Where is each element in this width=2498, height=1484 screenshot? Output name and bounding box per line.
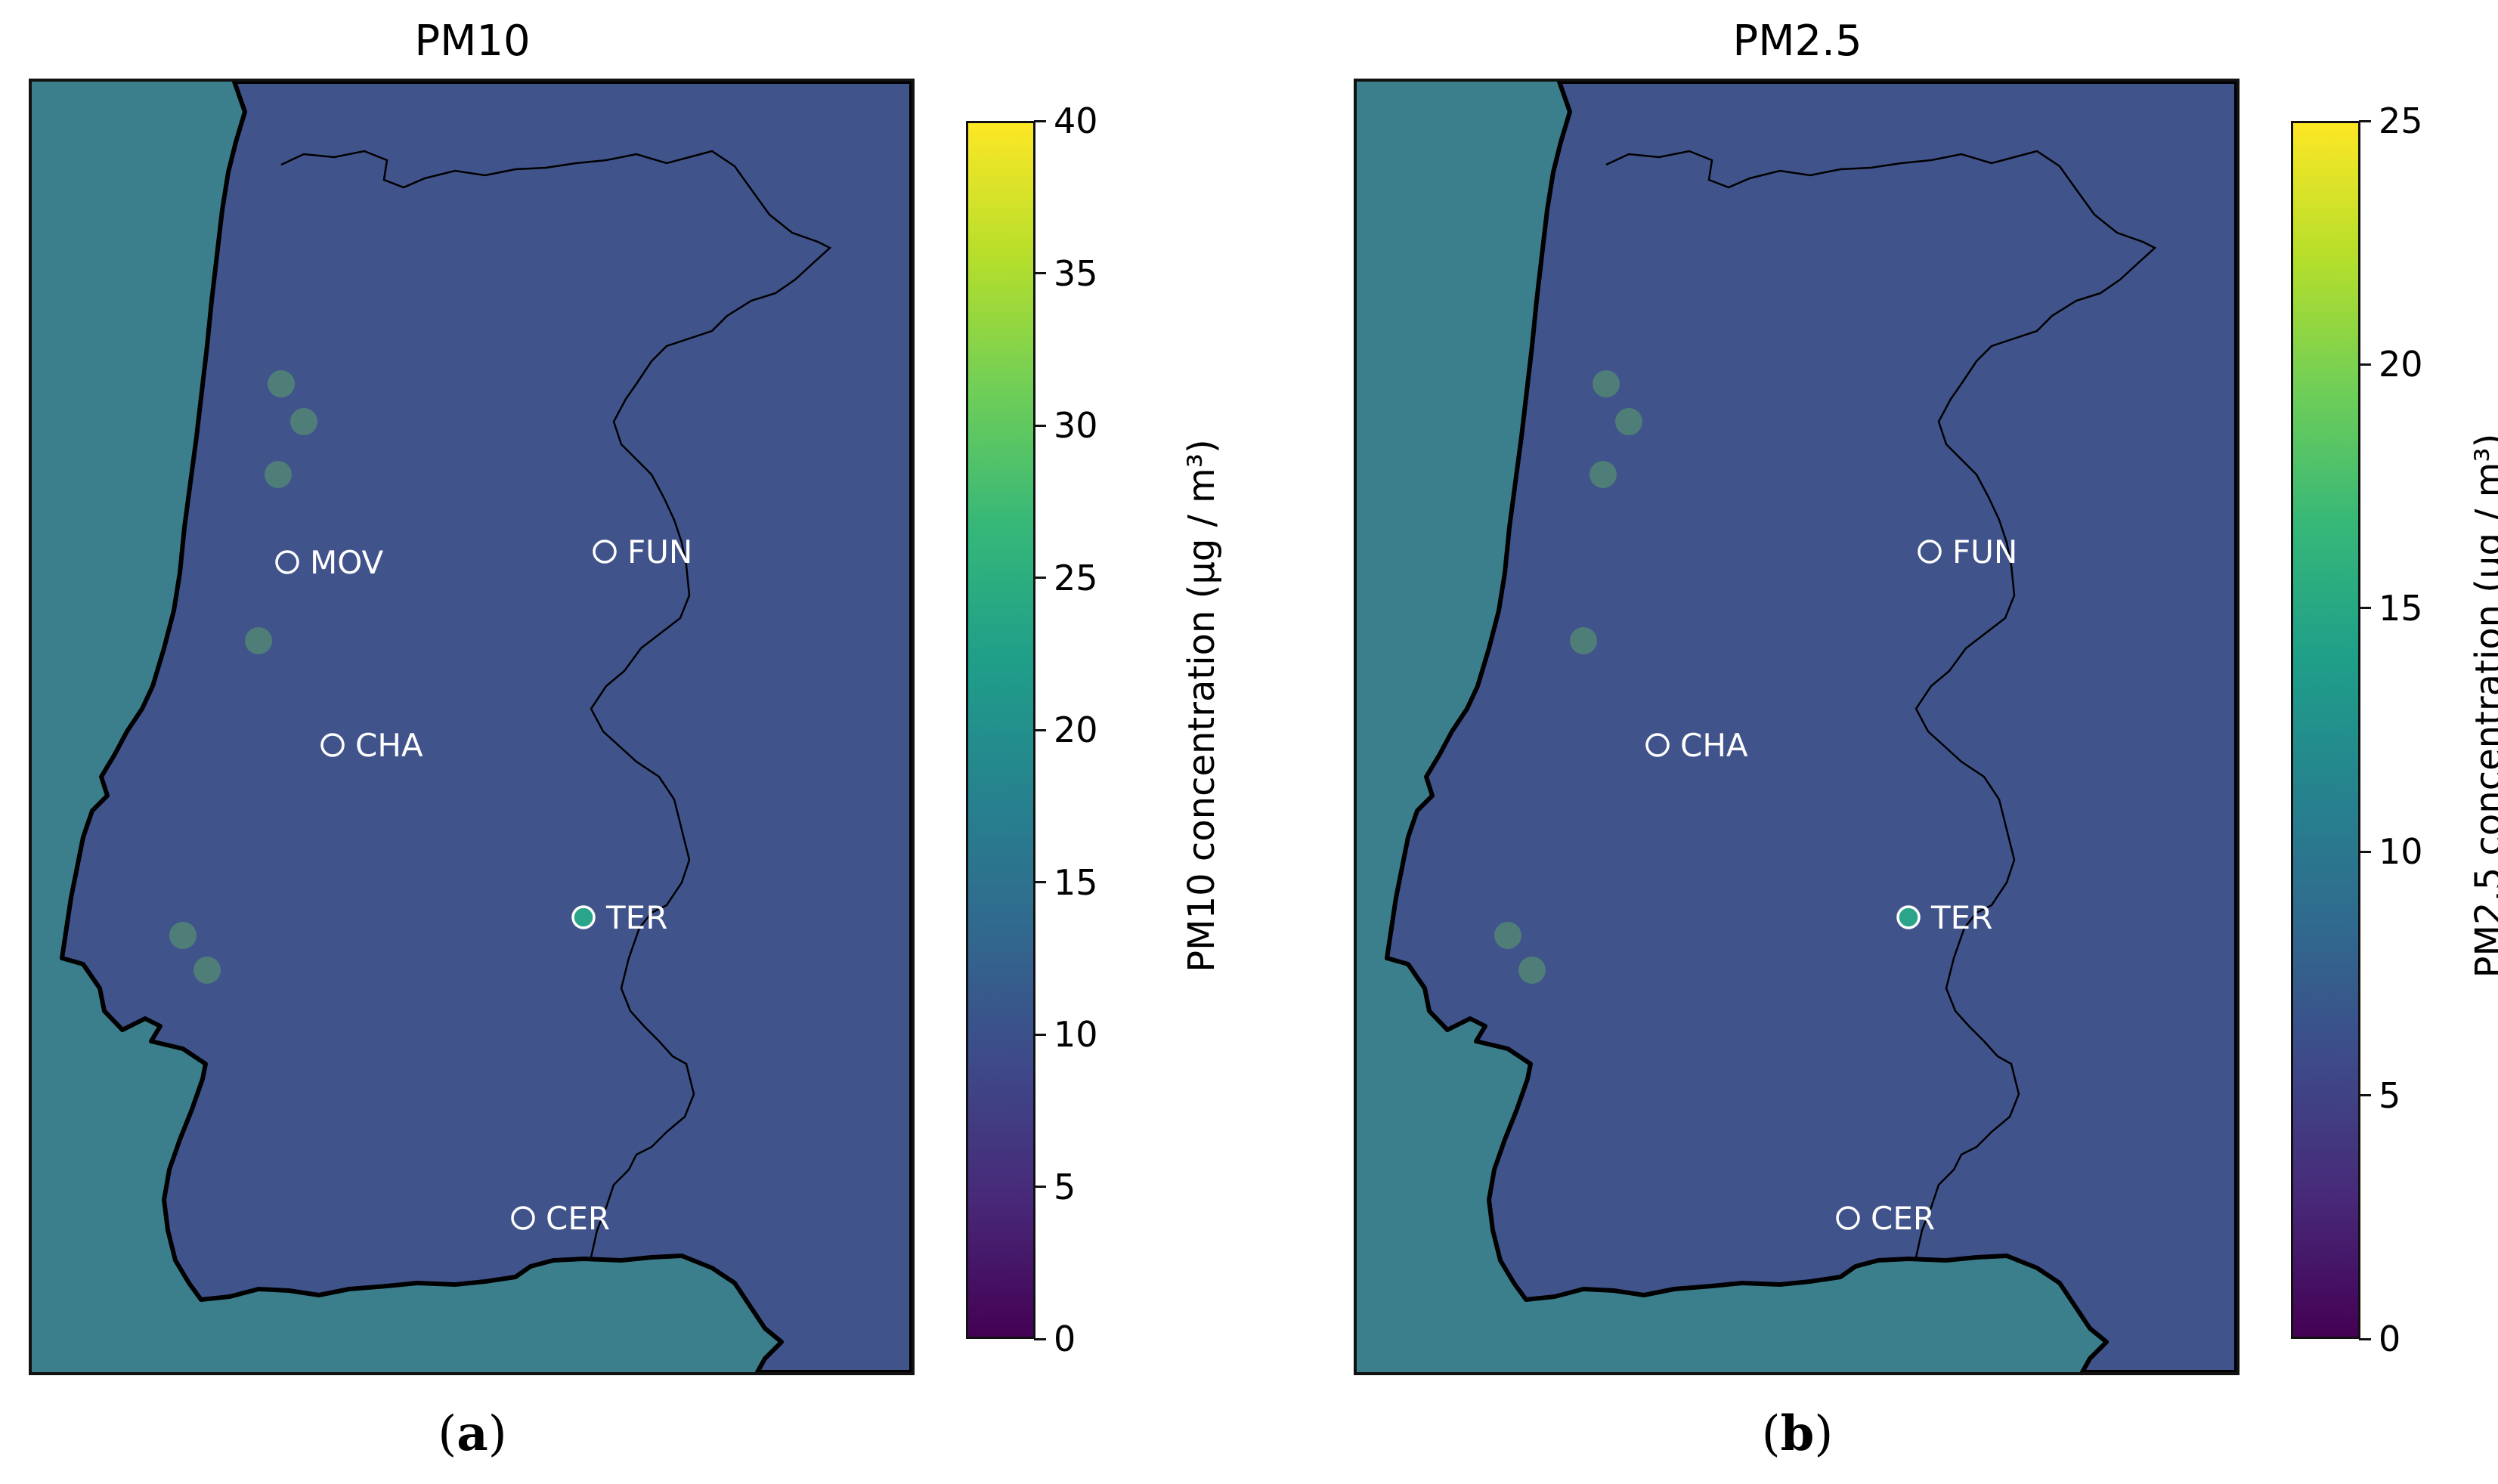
land-area bbox=[60, 82, 912, 1372]
colorbar-gradient bbox=[2293, 123, 2358, 1337]
station-marker bbox=[1918, 539, 1942, 564]
hotspot bbox=[245, 627, 272, 654]
station-label: CHA bbox=[1680, 727, 1748, 764]
colorbar-tick-label: 10 bbox=[2379, 831, 2423, 873]
colorbar-label: PM2.5 concentration (µg / m³) bbox=[2468, 433, 2498, 979]
colorbar-tick-label: 0 bbox=[2379, 1319, 2401, 1359]
hotspot bbox=[265, 461, 292, 488]
colorbar-tick bbox=[1034, 1033, 1046, 1036]
map-frame: FUN CHA TER CER bbox=[1354, 79, 2240, 1375]
station-label: CHA bbox=[355, 727, 423, 764]
national-border bbox=[1605, 150, 2157, 1258]
colorbar-tick bbox=[1034, 272, 1046, 274]
hotspot bbox=[169, 922, 197, 949]
colorbar-tick bbox=[1034, 1337, 1046, 1340]
portugal-map: MOV FUN CHA TER CER bbox=[32, 82, 912, 1372]
station-marker bbox=[1836, 1206, 1860, 1230]
hotspot bbox=[1593, 370, 1620, 397]
station-label: FUN bbox=[627, 533, 692, 570]
station-label: FUN bbox=[1952, 533, 2017, 570]
land-area bbox=[1385, 82, 2236, 1372]
hotspot bbox=[193, 957, 221, 984]
hotspot bbox=[290, 408, 317, 435]
map-frame: MOV FUN CHA TER CER bbox=[29, 79, 915, 1375]
sub-caption: (a) bbox=[438, 1405, 507, 1462]
colorbar-tick-label: 25 bbox=[2379, 100, 2423, 141]
colorbar-tick-label: 0 bbox=[1054, 1319, 1076, 1359]
colorbar-tick bbox=[1034, 728, 1046, 731]
colorbar-tick bbox=[2359, 363, 2371, 366]
panel-a: PM10 MOV FUN CHA TER CER 0 5 10 15 20 25 30 35 40 PM… bbox=[29, 17, 1223, 1462]
colorbar-tick-label: 15 bbox=[1054, 861, 1098, 903]
hotspot bbox=[268, 370, 295, 397]
colorbar-tick bbox=[2359, 607, 2371, 610]
hotspot bbox=[1494, 922, 1521, 949]
hotspot bbox=[1570, 627, 1597, 654]
map-title: PM10 bbox=[414, 17, 531, 66]
colorbar-tick bbox=[2359, 1094, 2371, 1097]
station-label: MOV bbox=[310, 544, 384, 581]
colorbar-tick bbox=[1034, 424, 1046, 427]
sub-caption: (b) bbox=[1761, 1405, 1834, 1462]
colorbar-tick-label: 25 bbox=[1054, 557, 1098, 598]
hotspot bbox=[1589, 461, 1617, 488]
hotspot bbox=[1518, 957, 1546, 984]
colorbar-tick bbox=[1034, 1186, 1046, 1188]
station-label: TER bbox=[1930, 899, 1992, 936]
colorbar-tick-label: 20 bbox=[2379, 344, 2423, 385]
caption-letter: b bbox=[1780, 1405, 1815, 1462]
station-marker bbox=[571, 905, 596, 929]
caption-letter: a bbox=[457, 1405, 488, 1462]
portugal-map: FUN CHA TER CER bbox=[1357, 82, 2236, 1372]
colorbar-tick bbox=[1034, 881, 1046, 883]
colorbar-tick bbox=[1034, 577, 1046, 579]
colorbar-tick bbox=[2359, 1337, 2371, 1340]
map-title: PM2.5 bbox=[1732, 17, 1862, 66]
colorbar-tick-label: 15 bbox=[2379, 587, 2423, 629]
colorbar bbox=[2291, 121, 2360, 1339]
station-marker bbox=[275, 550, 299, 574]
colorbar-tick-label: 35 bbox=[1054, 252, 1098, 294]
station-marker bbox=[1896, 905, 1921, 929]
colorbar bbox=[966, 121, 1035, 1339]
station-marker bbox=[1645, 733, 1670, 757]
station-label: CER bbox=[1871, 1200, 1935, 1237]
colorbar-tick-label: 20 bbox=[1054, 710, 1098, 750]
colorbar-tick bbox=[2359, 850, 2371, 853]
hotspot bbox=[1615, 408, 1642, 435]
colorbar-tick bbox=[2359, 119, 2371, 122]
station-label: TER bbox=[605, 899, 667, 936]
station-marker bbox=[511, 1206, 535, 1230]
station-marker bbox=[320, 733, 345, 757]
colorbar-gradient bbox=[968, 123, 1033, 1337]
national-border bbox=[280, 150, 832, 1258]
colorbar-tick-label: 5 bbox=[2379, 1074, 2401, 1116]
colorbar-tick-label: 10 bbox=[1054, 1014, 1098, 1055]
colorbar-tick bbox=[1034, 119, 1046, 122]
colorbar-tick-label: 30 bbox=[1054, 405, 1098, 446]
colorbar-label: PM10 concentration (µg / m³) bbox=[1181, 439, 1223, 972]
colorbar-tick-label: 40 bbox=[1054, 100, 1098, 141]
colorbar-tick-label: 5 bbox=[1054, 1166, 1076, 1207]
panel-b: PM2.5 FUN CHA TER CER 0 5 10 15 20 25 PM2.5 conc… bbox=[1325, 0, 2498, 1484]
station-marker bbox=[593, 539, 617, 564]
station-label: CER bbox=[546, 1200, 610, 1237]
